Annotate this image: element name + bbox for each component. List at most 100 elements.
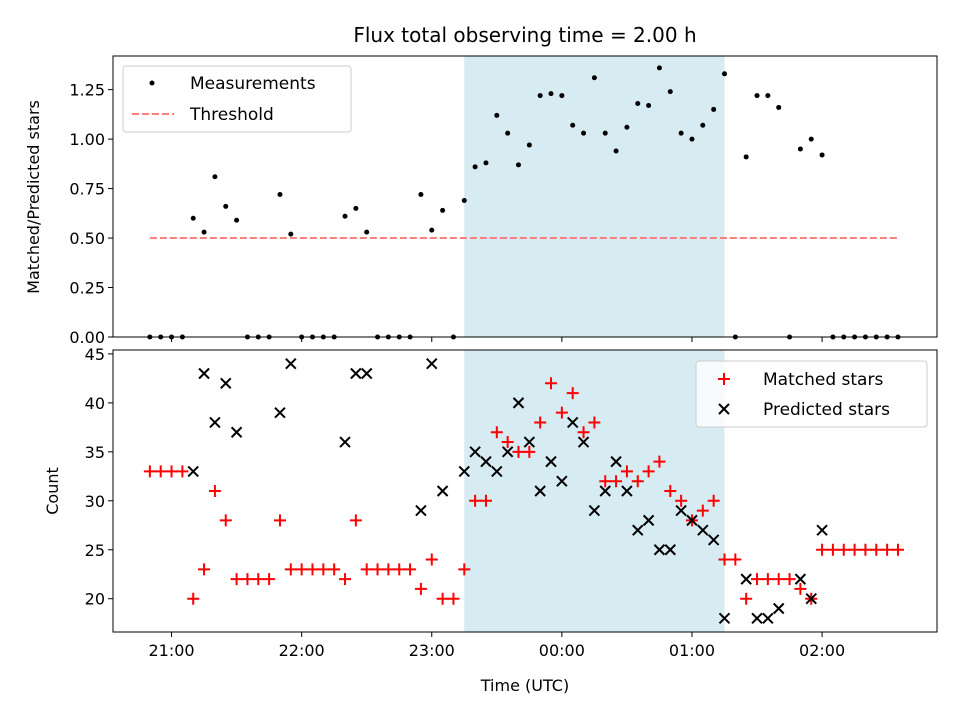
predicted-stars-point [653, 544, 666, 556]
legend-predicted-label: Predicted stars [763, 400, 890, 420]
measurement-point [364, 229, 370, 235]
predicted-stars-point [794, 573, 807, 585]
measurement-point [277, 192, 283, 198]
predicted-stars-point [675, 504, 687, 517]
matched-stars-point [414, 582, 427, 595]
predicted-stars-point [610, 455, 622, 468]
measurement-point [537, 93, 543, 99]
y-tick-label: 35 [85, 443, 105, 462]
matched-stars-point [469, 494, 482, 507]
matched-stars-point [761, 573, 774, 586]
predicted-stars-point [707, 534, 720, 546]
matched-stars-point [317, 563, 330, 576]
y-tick-label: 40 [85, 394, 105, 413]
predicted-stars-point [556, 475, 568, 487]
matched-stars-point [848, 543, 861, 556]
matched-stars-point [490, 426, 503, 439]
measurement-point [353, 205, 359, 211]
measurement-point [613, 148, 619, 154]
matched-stars-point [154, 465, 167, 478]
matched-stars-point [631, 475, 644, 488]
matched-stars-point [545, 377, 558, 390]
predicted-stars-point [523, 436, 536, 448]
predicted-stars-point [491, 465, 503, 478]
matched-stars-point [751, 573, 764, 586]
x-tick-label: 01:00 [669, 641, 715, 660]
x-tick-label: 23:00 [409, 641, 455, 660]
matched-stars-point [675, 494, 688, 507]
matched-stars-point [328, 563, 341, 576]
matched-stars-point [404, 563, 417, 576]
matched-stars-point [252, 573, 265, 586]
predicted-stars-point [458, 465, 470, 478]
matched-stars-point [816, 543, 829, 556]
predicted-stars-point [360, 367, 373, 380]
measurement-point [689, 136, 695, 142]
predicted-stars-point [426, 358, 438, 370]
bottom-series-matched-stars [143, 377, 904, 605]
predicted-stars-point [220, 377, 232, 389]
matched-stars-point [826, 543, 839, 556]
top-legend: Measurements Threshold [122, 65, 352, 133]
matched-stars-point [740, 592, 753, 605]
matched-stars-point [881, 543, 894, 556]
y-tick-label: 0.75 [69, 180, 105, 199]
top-x-ticks [171, 337, 823, 342]
predicted-stars-point [350, 367, 362, 380]
y-tick-label: 45 [85, 345, 105, 364]
matched-stars-point [425, 553, 438, 566]
y-tick-label: 0.50 [69, 229, 105, 248]
matched-stars-point [273, 514, 286, 527]
bottom-y-axis-label: Count [43, 467, 62, 515]
top-legend-frame [122, 65, 352, 133]
x-tick-label: 21:00 [148, 641, 194, 660]
top-panel: 0.00 0.25 0.50 0.75 1.00 1.25 Flux total obse… [24, 23, 938, 347]
measurement-point [711, 106, 717, 112]
predicted-stars-point [664, 544, 676, 556]
top-series-measurements [147, 65, 901, 340]
measurement-point [515, 162, 521, 168]
predicted-stars-point [740, 573, 752, 585]
measurement-point [418, 192, 424, 198]
matched-stars-point [512, 445, 525, 458]
measurement-point [288, 231, 294, 237]
measurement-point [234, 217, 240, 223]
matched-stars-point [339, 573, 352, 586]
matched-stars-point [447, 592, 460, 605]
bottom-y-ticks: 20 25 30 35 40 45 [85, 345, 113, 609]
predicted-stars-point [415, 504, 427, 517]
measurement-point [602, 130, 608, 136]
bottom-panel-frame [112, 349, 938, 633]
legend-predicted-marker [718, 403, 730, 415]
matched-stars-point [555, 406, 568, 419]
measurement-point [624, 124, 630, 130]
measurement-point [700, 122, 706, 128]
predicted-stars-point [588, 504, 601, 517]
measurement-point [765, 93, 771, 99]
measurement-point [743, 154, 749, 160]
legend-matched-marker [718, 373, 730, 385]
measurement-point [494, 112, 500, 118]
x-tick-label: 00:00 [539, 641, 585, 660]
matched-stars-point [772, 573, 785, 586]
predicted-stars-point [198, 367, 210, 380]
predicted-stars-point [718, 612, 731, 624]
matched-stars-point [501, 436, 514, 449]
bottom-panel-span [464, 350, 725, 632]
matched-stars-point [577, 426, 590, 439]
matched-stars-point [696, 504, 709, 517]
measurement-point [429, 227, 435, 233]
measurement-point [678, 130, 684, 136]
measurement-point [483, 160, 489, 166]
matched-stars-point [718, 553, 731, 566]
predicted-stars-point [469, 446, 481, 458]
bottom-legend-frame [695, 360, 928, 428]
y-tick-label: 25 [85, 541, 105, 560]
matched-stars-point [371, 563, 384, 576]
x-tick-label: 22:00 [279, 641, 325, 660]
y-tick-label: 1.00 [69, 130, 105, 149]
predicted-stars-point [209, 416, 221, 429]
predicted-stars-point [501, 446, 514, 458]
predicted-stars-point [772, 602, 785, 615]
matched-stars-point [534, 416, 547, 429]
